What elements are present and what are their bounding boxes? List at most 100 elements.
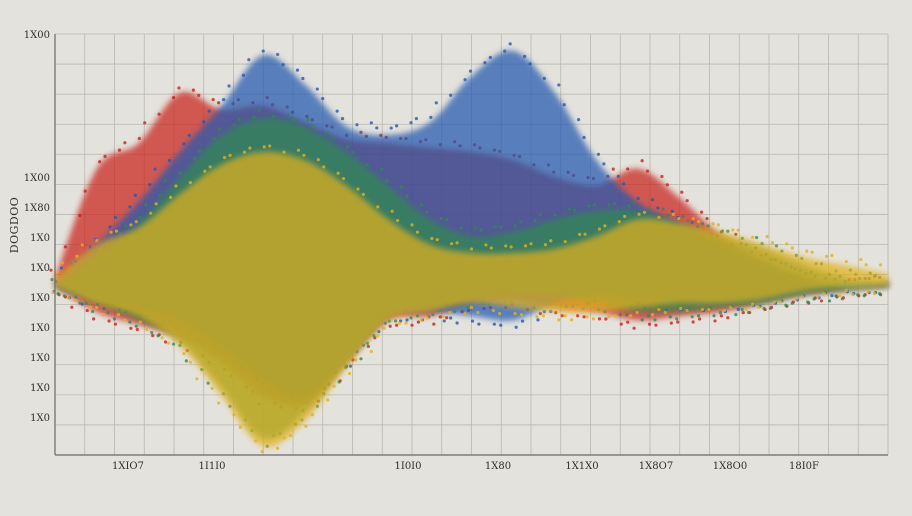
scatter-dot [118, 231, 123, 235]
scatter-dot [354, 358, 358, 362]
scatter-dot [824, 254, 829, 258]
y-axis-title: DOGDOO [8, 197, 21, 253]
scatter-dot [629, 314, 633, 318]
scatter-dot [602, 162, 606, 166]
scatter-dot [718, 311, 723, 315]
scatter-dot [375, 126, 379, 130]
scatter-dot [557, 318, 561, 322]
scatter-dot [513, 224, 517, 228]
scatter-dot [55, 270, 59, 274]
scatter-dot [528, 62, 532, 66]
scatter-dot [690, 315, 694, 319]
scatter-dot [178, 171, 182, 175]
scatter-dot [468, 69, 473, 73]
scatter-dot [83, 189, 87, 193]
scatter-dot [304, 424, 308, 428]
scatter-dot [150, 330, 154, 335]
scatter-dot [88, 305, 92, 309]
scatter-dot [276, 52, 280, 57]
scatter-dot [276, 446, 280, 450]
scatter-dot [862, 294, 866, 298]
scatter-dot [157, 112, 161, 116]
scatter-dot [389, 126, 393, 130]
scatter-dot [685, 308, 689, 313]
scatter-dot [522, 54, 527, 58]
scatter-dot [509, 245, 513, 249]
scatter-dot [675, 317, 679, 321]
scatter-dot [369, 349, 373, 354]
scatter-dot [812, 297, 816, 301]
scatter-dot [394, 319, 398, 323]
scatter-dot [477, 322, 481, 326]
x-tick-label: 1I1I0 [199, 461, 226, 472]
scatter-dot [607, 315, 611, 319]
scatter-dot [212, 136, 216, 141]
y-tick-label: 1X00 [24, 173, 50, 184]
scatter-dot [503, 49, 507, 53]
scatter-dot [134, 220, 138, 224]
scatter-dot [316, 158, 320, 162]
scatter-dot [80, 302, 84, 306]
scatter-dot [281, 63, 285, 67]
x-tick-label: 1X8O0 [713, 461, 747, 472]
scatter-dot [232, 413, 236, 417]
scatter-dot [248, 146, 252, 150]
scatter-dot [207, 109, 211, 113]
scatter-dot [163, 179, 168, 183]
scatter-dot [415, 230, 420, 234]
scatter-dot [573, 208, 577, 212]
scatter-dot [726, 316, 730, 320]
scatter-dot [827, 299, 832, 303]
scatter-dot [587, 204, 591, 208]
scatter-dot [741, 311, 745, 315]
scatter-dot [483, 61, 487, 65]
scatter-dot [463, 78, 467, 82]
scatter-dot [415, 314, 420, 318]
scatter-dot [562, 103, 566, 107]
scatter-dot [744, 307, 748, 311]
scatter-dot [541, 314, 545, 318]
scatter-dot [88, 245, 92, 249]
scatter-dot [60, 261, 65, 265]
scatter-dot [128, 320, 132, 324]
y-tick-label: 1X0 [30, 353, 50, 364]
y-tick-label: 1X0 [30, 323, 50, 334]
scatter-dot [129, 223, 133, 227]
scatter-dot [124, 224, 128, 228]
scatter-dot [252, 115, 256, 120]
scatter-dot [160, 336, 164, 340]
scatter-dot [95, 305, 99, 310]
scatter-dot [663, 310, 667, 315]
scatter-dot [751, 235, 755, 239]
scatter-dot [296, 148, 301, 152]
scatter-dot [410, 223, 414, 227]
scatter-dot [195, 377, 199, 381]
scatter-dot [182, 142, 186, 146]
scatter-dot [184, 359, 188, 363]
scatter-dot [167, 158, 172, 163]
scatter-dot [286, 112, 290, 117]
scatter-dot [332, 384, 336, 388]
scatter-dot [95, 238, 99, 243]
scatter-dot [85, 308, 89, 313]
scatter-dot [335, 109, 339, 113]
scatter-dot [217, 101, 221, 105]
scatter-dot [650, 312, 655, 317]
scatter-dot [636, 196, 640, 200]
scatter-dot [435, 238, 439, 242]
scatter-dot [463, 311, 467, 316]
scatter-dot [177, 86, 181, 90]
scatter-dot [681, 214, 685, 219]
scatter-dot [247, 58, 251, 62]
y-tick-label: 1X0 [30, 413, 50, 424]
scatter-dot [282, 436, 286, 440]
scatter-dot [619, 322, 623, 326]
scatter-dot [232, 123, 236, 127]
scatter-dot [260, 449, 264, 454]
scatter-dot [453, 309, 457, 314]
scatter-dot [419, 318, 424, 322]
scatter-dot [295, 68, 300, 72]
scatter-dot [613, 314, 617, 318]
scatter-dot [726, 229, 730, 233]
scatter-dot [366, 344, 370, 348]
